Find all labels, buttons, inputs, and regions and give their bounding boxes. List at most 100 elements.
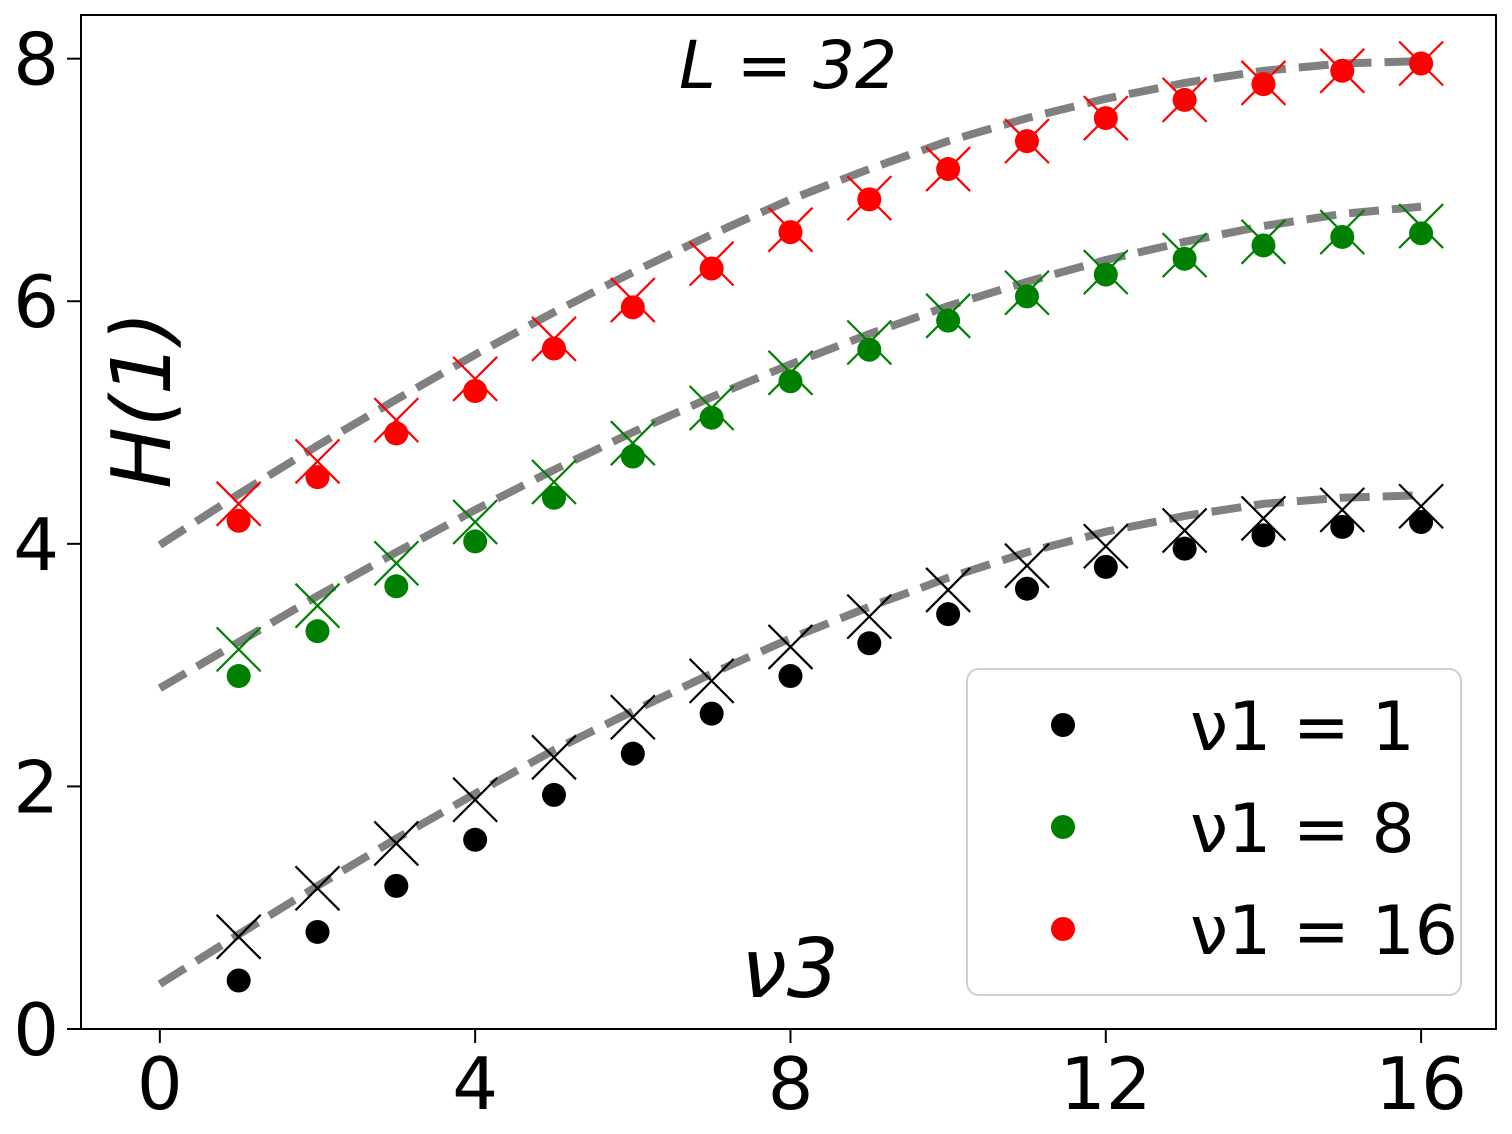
x-tick-label: 8 <box>768 1042 814 1126</box>
circle-marker <box>226 508 251 533</box>
fit-curve-line <box>157 57 1422 549</box>
legend-marker <box>1051 815 1075 839</box>
y-tick-label: 2 <box>13 745 59 829</box>
cross-marker <box>215 914 262 960</box>
cross-marker <box>1161 507 1208 554</box>
cross-marker <box>1083 523 1129 570</box>
circle-marker <box>1014 576 1039 601</box>
circle-marker <box>778 664 803 689</box>
y-tick-label: 0 <box>13 988 59 1072</box>
circle-marker <box>936 308 961 333</box>
circle-marker <box>1093 262 1118 287</box>
circle-marker <box>1409 51 1434 76</box>
x-tick-label: 12 <box>1060 1042 1152 1126</box>
cross-marker <box>1398 483 1444 530</box>
circle-marker <box>384 421 409 446</box>
y-tick-label: 4 <box>13 503 59 587</box>
cross-marker <box>531 459 577 505</box>
circle-marker <box>1014 129 1039 154</box>
circle-marker <box>463 379 488 404</box>
circle-marker <box>857 187 882 212</box>
y-axis-label: H(1) <box>95 311 190 489</box>
cross-marker <box>1240 495 1287 542</box>
cross-marker <box>846 593 893 640</box>
circle-marker <box>541 782 566 807</box>
circle-marker <box>778 220 803 245</box>
cross-marker <box>1004 542 1050 589</box>
cross-marker <box>373 540 420 587</box>
circle-marker <box>1330 58 1355 83</box>
plot-frame <box>80 14 1497 1030</box>
legend-marker <box>1051 917 1075 941</box>
y-tick-label: 6 <box>13 260 59 344</box>
legend-label: ν1 = 16 <box>1190 892 1458 971</box>
circle-marker <box>1330 514 1355 539</box>
cross-marker <box>531 734 577 781</box>
circle-marker <box>1093 106 1118 131</box>
circle-marker <box>620 295 645 320</box>
x-tick-label: 0 <box>137 1042 183 1126</box>
circle-marker <box>857 337 882 362</box>
cross-marker <box>452 776 498 823</box>
cross-marker <box>1319 487 1366 533</box>
cross-marker <box>925 567 971 613</box>
cross-marker <box>373 397 420 443</box>
annotation-label: L = 32 <box>679 27 897 104</box>
circle-marker <box>936 157 961 182</box>
cross-marker <box>688 658 735 704</box>
y-tick-label: 8 <box>13 18 59 102</box>
circle-marker <box>699 701 724 726</box>
circle-marker <box>1093 554 1118 579</box>
circle-marker <box>541 336 566 361</box>
legend-label: ν1 = 1 <box>1190 688 1415 767</box>
circle-marker <box>1409 221 1434 246</box>
circle-marker <box>620 444 645 469</box>
circle-marker <box>384 873 409 898</box>
cross-marker <box>452 499 498 545</box>
cross-marker <box>215 626 262 673</box>
fit-curve-line <box>157 202 1422 692</box>
circle-marker <box>699 256 724 281</box>
circle-marker <box>1172 246 1197 271</box>
legend-marker <box>1051 713 1075 737</box>
circle-marker <box>384 574 409 599</box>
circle-marker <box>620 741 645 766</box>
cross-marker <box>610 694 656 741</box>
cross-marker <box>294 582 341 629</box>
cross-marker <box>294 438 341 485</box>
circle-marker <box>1251 523 1276 548</box>
circle-marker <box>1251 72 1276 97</box>
circle-marker <box>1172 536 1197 561</box>
x-axis-label: ν3 <box>741 922 839 1017</box>
circle-marker <box>226 664 251 689</box>
circle-marker <box>1172 87 1197 112</box>
circle-marker <box>541 485 566 510</box>
circle-marker <box>305 465 330 490</box>
legend-label: ν1 = 8 <box>1190 790 1415 869</box>
circle-marker <box>1330 224 1355 249</box>
circle-marker <box>936 602 961 627</box>
circle-marker <box>1409 510 1434 534</box>
fit-curves <box>157 57 1422 988</box>
legend-box <box>966 668 1462 996</box>
circle-marker <box>1251 233 1276 258</box>
circle-marker <box>305 919 330 944</box>
cross-marker <box>373 820 420 867</box>
circle-marker <box>463 529 488 554</box>
legend: ν1 = 1 ν1 = 8 ν1 = 16 <box>966 668 1462 996</box>
circle-marker <box>778 369 803 394</box>
cross-marker <box>767 624 814 670</box>
axis-ticks: 0 4 8 12 16 0 2 4 6 8 <box>13 18 1467 1126</box>
circle-marker <box>463 827 488 852</box>
circle-marker <box>857 631 882 656</box>
circle-marker <box>305 619 330 644</box>
cross-marker <box>294 865 341 912</box>
data-points <box>215 40 1444 993</box>
x-tick-label: 16 <box>1375 1042 1467 1126</box>
cross-marker <box>452 356 498 402</box>
circle-marker <box>1014 284 1039 309</box>
cross-marker <box>215 481 262 527</box>
circle-marker <box>699 405 724 430</box>
x-tick-label: 4 <box>452 1042 498 1126</box>
